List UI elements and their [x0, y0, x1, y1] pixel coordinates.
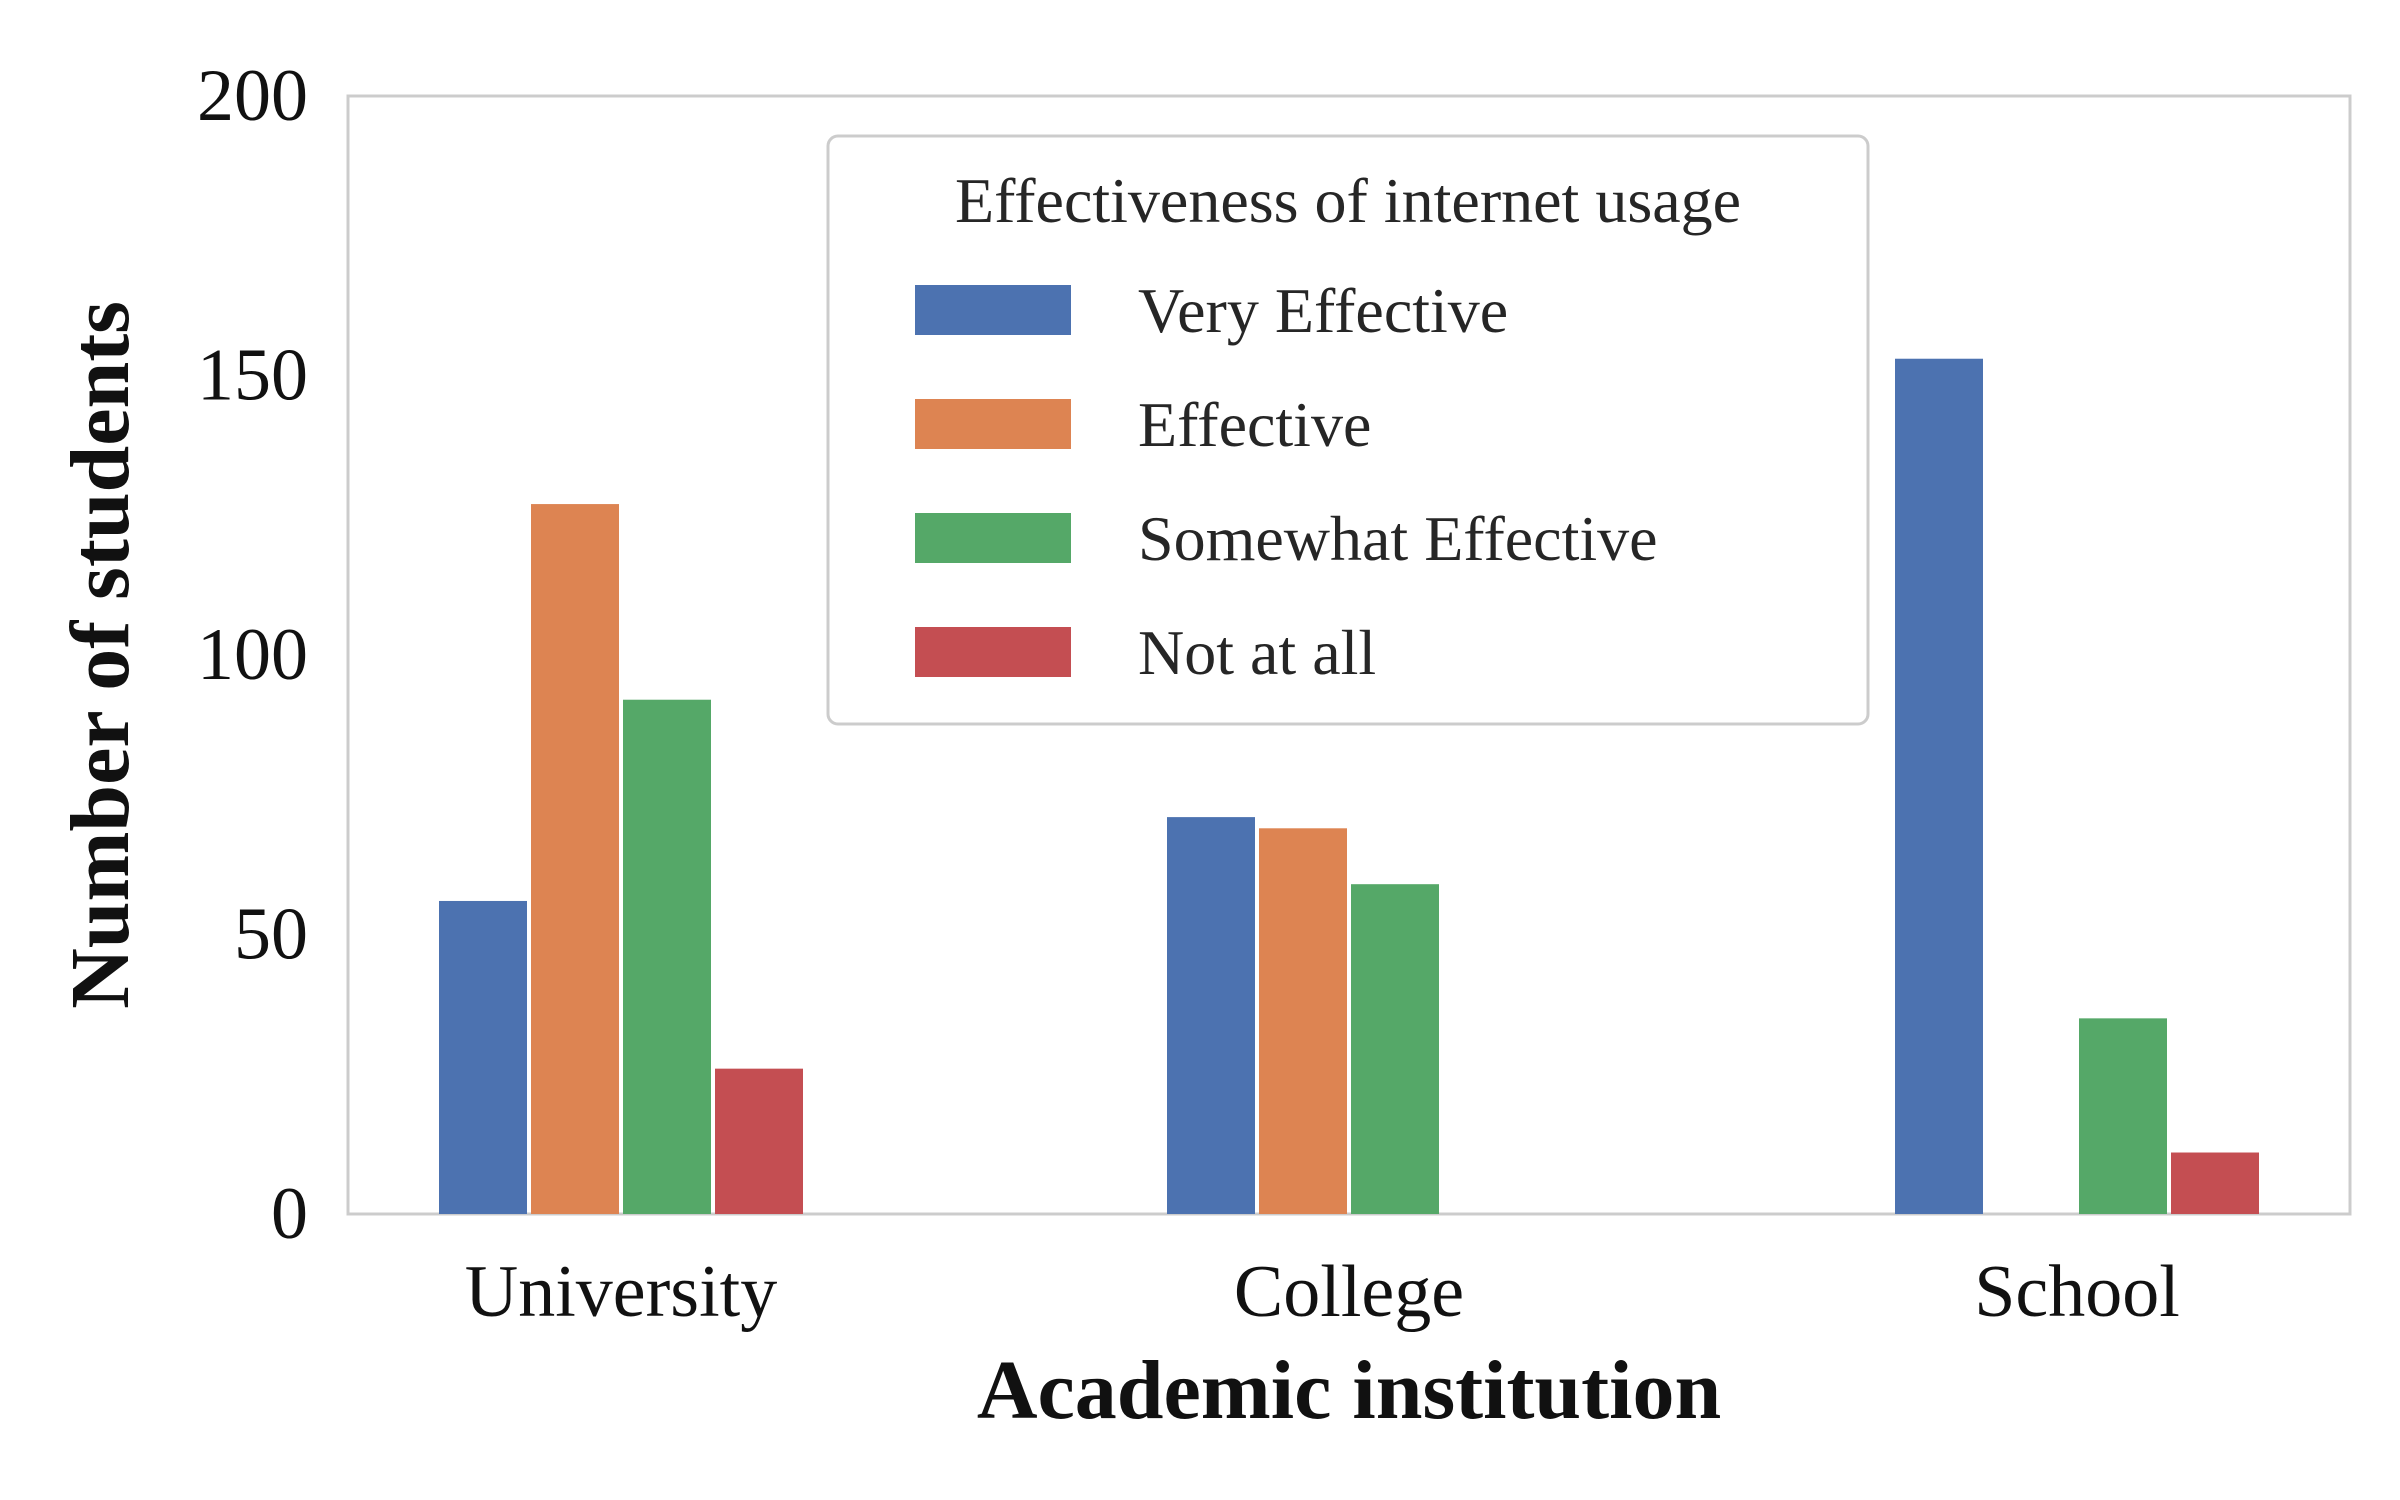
legend-label-somewhat-effective: Somewhat Effective	[1138, 503, 1658, 574]
y-tick-label: 100	[197, 614, 308, 696]
legend-box	[826, 134, 1870, 726]
bar-school-not-at-all	[2171, 1152, 2259, 1214]
y-tick-label: 0	[271, 1173, 308, 1255]
bar-college-very-effective	[1167, 817, 1255, 1214]
y-tick-label: 150	[197, 335, 308, 417]
bar-college-somewhat-effective	[1351, 884, 1439, 1214]
bar-university-effective	[531, 504, 619, 1214]
bar-university-not-at-all	[715, 1068, 803, 1214]
legend-swatch-not-at-all	[915, 627, 1071, 677]
x-axis-title: Academic institution	[977, 1344, 1721, 1437]
legend-label-effective: Effective	[1138, 389, 1371, 460]
bar-university-somewhat-effective	[623, 699, 711, 1214]
legend-swatch-effective	[915, 399, 1071, 449]
legend: Effectiveness of internet usage Very Eff…	[826, 134, 1870, 726]
bar-university-very-effective	[439, 900, 527, 1214]
legend-title: Effectiveness of internet usage	[955, 165, 1741, 236]
legend-swatch-somewhat-effective	[915, 513, 1071, 563]
legend-items: Very Effective Effective Somewhat Effectiv…	[915, 275, 1658, 688]
bar-school-very-effective	[1895, 358, 1983, 1215]
bar-school-somewhat-effective	[2079, 1018, 2167, 1214]
y-tick-label: 200	[197, 55, 308, 137]
legend-label-not-at-all: Not at all	[1138, 617, 1376, 688]
y-axis-title: Number of students	[54, 301, 147, 1009]
bars-group	[439, 358, 2259, 1215]
legend-swatch-very-effective	[915, 285, 1071, 335]
x-tick-labels: University College School	[465, 1251, 2180, 1333]
bar-college-effective	[1259, 828, 1347, 1214]
y-tick-labels: 0 50 100 150 200	[197, 55, 308, 1255]
x-tick-label: University	[465, 1251, 777, 1333]
x-tick-label: School	[1974, 1251, 2180, 1333]
y-tick-label: 50	[234, 894, 308, 976]
legend-label-very-effective: Very Effective	[1138, 275, 1508, 346]
x-tick-label: College	[1234, 1251, 1464, 1333]
